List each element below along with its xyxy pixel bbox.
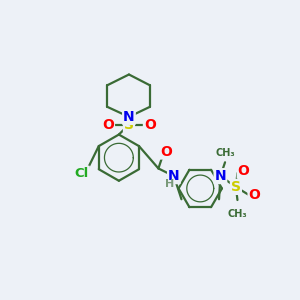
Text: H: H: [165, 179, 174, 189]
Text: N: N: [214, 169, 226, 183]
Text: O: O: [238, 164, 250, 178]
Text: S: S: [231, 180, 241, 194]
Text: O: O: [102, 118, 114, 131]
Text: O: O: [144, 118, 156, 131]
Text: N: N: [123, 110, 135, 124]
Text: O: O: [160, 145, 172, 158]
Text: S: S: [124, 118, 134, 131]
Text: N: N: [168, 169, 180, 183]
Text: CH₃: CH₃: [215, 148, 235, 158]
Text: O: O: [249, 188, 260, 202]
Text: Cl: Cl: [75, 167, 89, 180]
Text: CH₃: CH₃: [228, 209, 247, 219]
